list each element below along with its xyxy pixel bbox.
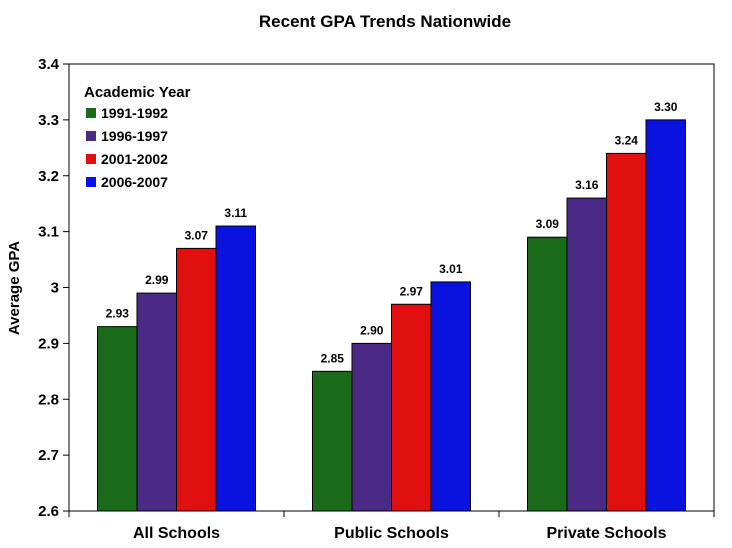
data-label: 3.07 [185, 228, 209, 242]
bar [136, 292, 177, 512]
x-category-label: Private Schools [546, 525, 666, 542]
data-label: 2.99 [145, 273, 169, 287]
bar [391, 303, 432, 512]
data-label: 2.85 [321, 351, 345, 365]
y-tick-label: 3.4 [38, 56, 60, 73]
bar [527, 236, 568, 512]
y-tick-label: 2.8 [38, 391, 59, 408]
data-label: 2.90 [360, 323, 384, 337]
y-axis-label: Average GPA [6, 241, 23, 335]
legend: Academic Year 1991-1992 1996-1997 2001-200… [84, 84, 191, 190]
legend-label: 1991-1992 [101, 105, 168, 121]
legend-swatch [86, 131, 96, 141]
chart-title: Recent GPA Trends Nationwide [259, 12, 511, 31]
bar [312, 370, 353, 512]
data-label: 2.97 [400, 284, 424, 298]
y-tick-label: 3.2 [38, 168, 59, 185]
bar [97, 326, 138, 512]
data-label: 3.01 [439, 262, 463, 276]
y-tick-label: 2.6 [38, 503, 59, 520]
bar [606, 152, 647, 512]
legend-label: 2006-2007 [101, 174, 168, 190]
bar [430, 281, 471, 512]
bar [351, 342, 392, 512]
data-label: 3.30 [654, 100, 678, 114]
legend-swatch [86, 108, 96, 118]
legend-label: 2001-2002 [101, 151, 168, 167]
data-label: 3.09 [536, 217, 560, 231]
bar [215, 225, 256, 512]
data-label: 3.16 [575, 178, 599, 192]
bar [566, 197, 607, 512]
x-axis: All Schools Public Schools Private Schools [68, 511, 715, 542]
bar [176, 247, 217, 512]
y-tick-label: 3.1 [38, 224, 59, 241]
y-tick-label: 3 [51, 280, 59, 297]
x-category-label: All Schools [133, 525, 220, 542]
y-axis: 2.6 2.7 2.8 2.9 3 3.1 3.2 3.3 3.4 [38, 56, 69, 520]
legend-swatch [86, 154, 96, 164]
y-tick-label: 3.3 [38, 112, 59, 129]
legend-label: 1996-1997 [101, 128, 168, 144]
data-label: 2.93 [106, 307, 130, 321]
bar [645, 119, 686, 512]
y-tick-label: 2.7 [38, 447, 59, 464]
data-labels: 2.93 2.99 3.07 3.11 2.85 2.90 2.97 3.01 3.09 3.16… [106, 100, 678, 365]
data-label: 3.24 [615, 133, 639, 147]
legend-title: Academic Year [84, 84, 191, 101]
data-label: 3.11 [224, 206, 247, 220]
x-category-label: Public Schools [334, 525, 449, 542]
y-tick-label: 2.9 [38, 335, 59, 352]
legend-swatch [86, 177, 96, 187]
bar-series [97, 119, 686, 512]
